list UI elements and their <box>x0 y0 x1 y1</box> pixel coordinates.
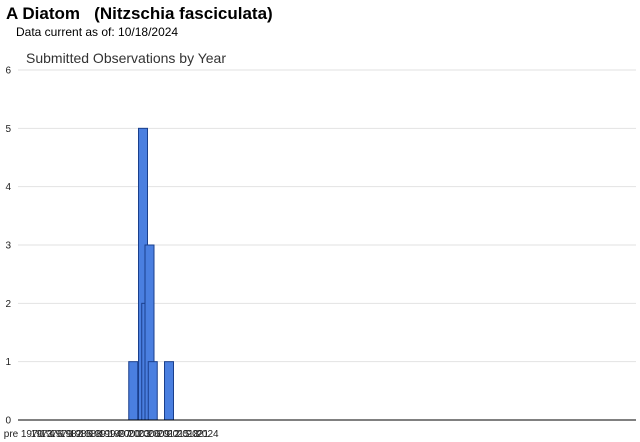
x-tick-label: 1970 <box>21 429 44 440</box>
x-tick-label: 2012 <box>157 429 180 440</box>
x-tick-label: 2006 <box>138 429 161 440</box>
y-axis-ticks: 0 1 2 3 4 5 6 <box>5 66 11 427</box>
x-tick-label: 2009 <box>148 429 171 440</box>
x-tick-label: pre <box>4 429 19 440</box>
x-tick-label: 2024 <box>196 429 219 440</box>
bars <box>128 127 174 421</box>
x-axis-ticks: pre 1970197319761979198219851988199119941… <box>4 429 219 440</box>
x-tick-label: 2021 <box>187 429 210 440</box>
x-tick-label: 1973 <box>31 429 54 440</box>
x-tick-label: 1982 <box>60 429 83 440</box>
x-tick-label: 1991 <box>89 429 112 440</box>
data-current-date: Data current as of: 10/18/2024 <box>16 25 179 39</box>
species-title: A Diatom (Nitzschia fasciculata) <box>6 4 273 23</box>
chart-title: Submitted Observations by Year <box>26 50 226 66</box>
y-tick-label: 2 <box>5 299 11 310</box>
bar-2007 <box>147 361 158 421</box>
y-tick-label: 6 <box>5 66 11 77</box>
x-tick-label: 1976 <box>40 429 63 440</box>
bar-2012 <box>164 361 174 421</box>
y-tick-label: 5 <box>5 124 11 135</box>
x-tick-label: 2000 <box>118 429 141 440</box>
bar-2001 <box>128 361 139 421</box>
gridlines <box>18 69 636 363</box>
y-tick-label: 3 <box>5 241 11 252</box>
x-tick-label: 1994 <box>99 429 122 440</box>
x-tick-label: 1985 <box>70 429 93 440</box>
x-tick-label: 1997 <box>109 429 132 440</box>
y-tick-label: 4 <box>5 182 11 193</box>
x-tick-label: 1988 <box>79 429 102 440</box>
x-tick-label: 2015 <box>167 429 190 440</box>
y-tick-label: 0 <box>5 416 11 427</box>
x-tick-label: 2003 <box>128 429 151 440</box>
x-tick-label: 1979 <box>50 429 73 440</box>
y-tick-label: 1 <box>5 357 11 368</box>
x-tick-label: 2018 <box>177 429 200 440</box>
